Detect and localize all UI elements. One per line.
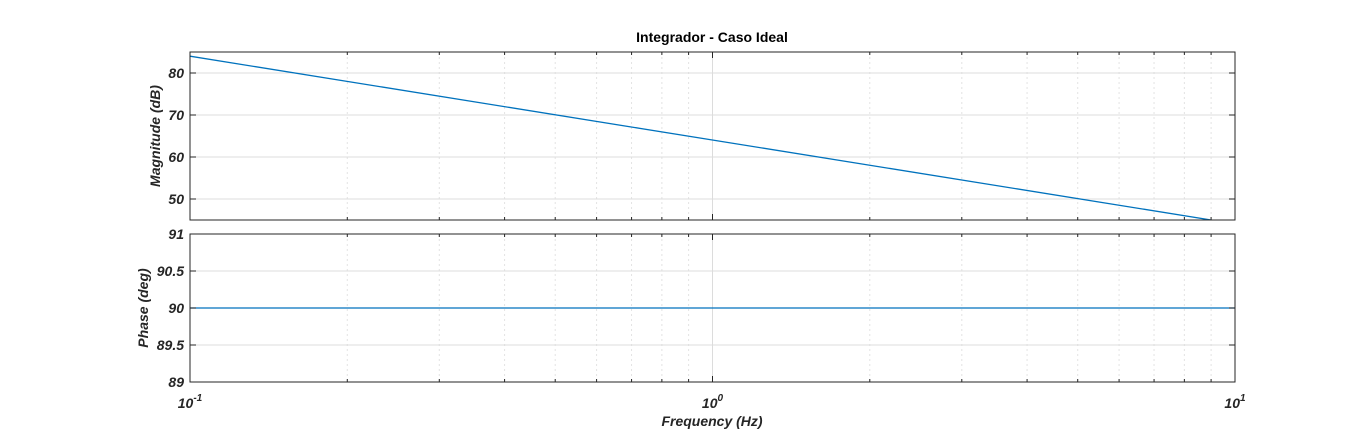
y-tick-label: 89.5 — [157, 337, 184, 353]
magnitude-grid — [189, 52, 1236, 220]
magnitude-ylabel: Magnitude (dB) — [147, 85, 163, 187]
y-tick-label: 90 — [168, 300, 184, 316]
x-tick-labels: 10-1 100 101 — [178, 393, 1246, 411]
chart-title: Integrador - Caso Ideal — [636, 29, 788, 45]
x-tick-label: 10-1 — [178, 393, 203, 411]
y-tick-label: 91 — [168, 226, 184, 242]
x-tick-label: 100 — [702, 393, 724, 411]
y-tick-label: 90.5 — [157, 263, 184, 279]
y-tick-label: 80 — [168, 65, 184, 81]
x-axis-label: Frequency (Hz) — [661, 413, 762, 429]
magnitude-ticks: 50 60 70 80 — [168, 52, 1236, 220]
magnitude-panel: 50 60 70 80 Magnitude (dB) — [147, 51, 1236, 221]
y-tick-label: 50 — [168, 191, 184, 207]
y-tick-label: 89 — [168, 374, 184, 390]
series-line — [190, 55, 1212, 220]
phase-ticks: 89 89.5 90 90.5 91 — [157, 226, 1236, 390]
x-tick-label: 101 — [1224, 393, 1246, 411]
phase-ylabel: Phase (deg) — [135, 268, 151, 348]
y-tick-label: 70 — [168, 107, 184, 123]
magnitude-plot — [190, 55, 1212, 220]
y-tick-label: 60 — [168, 149, 184, 165]
phase-panel: 89 89.5 90 90.5 91 Phase (deg) — [135, 226, 1236, 390]
